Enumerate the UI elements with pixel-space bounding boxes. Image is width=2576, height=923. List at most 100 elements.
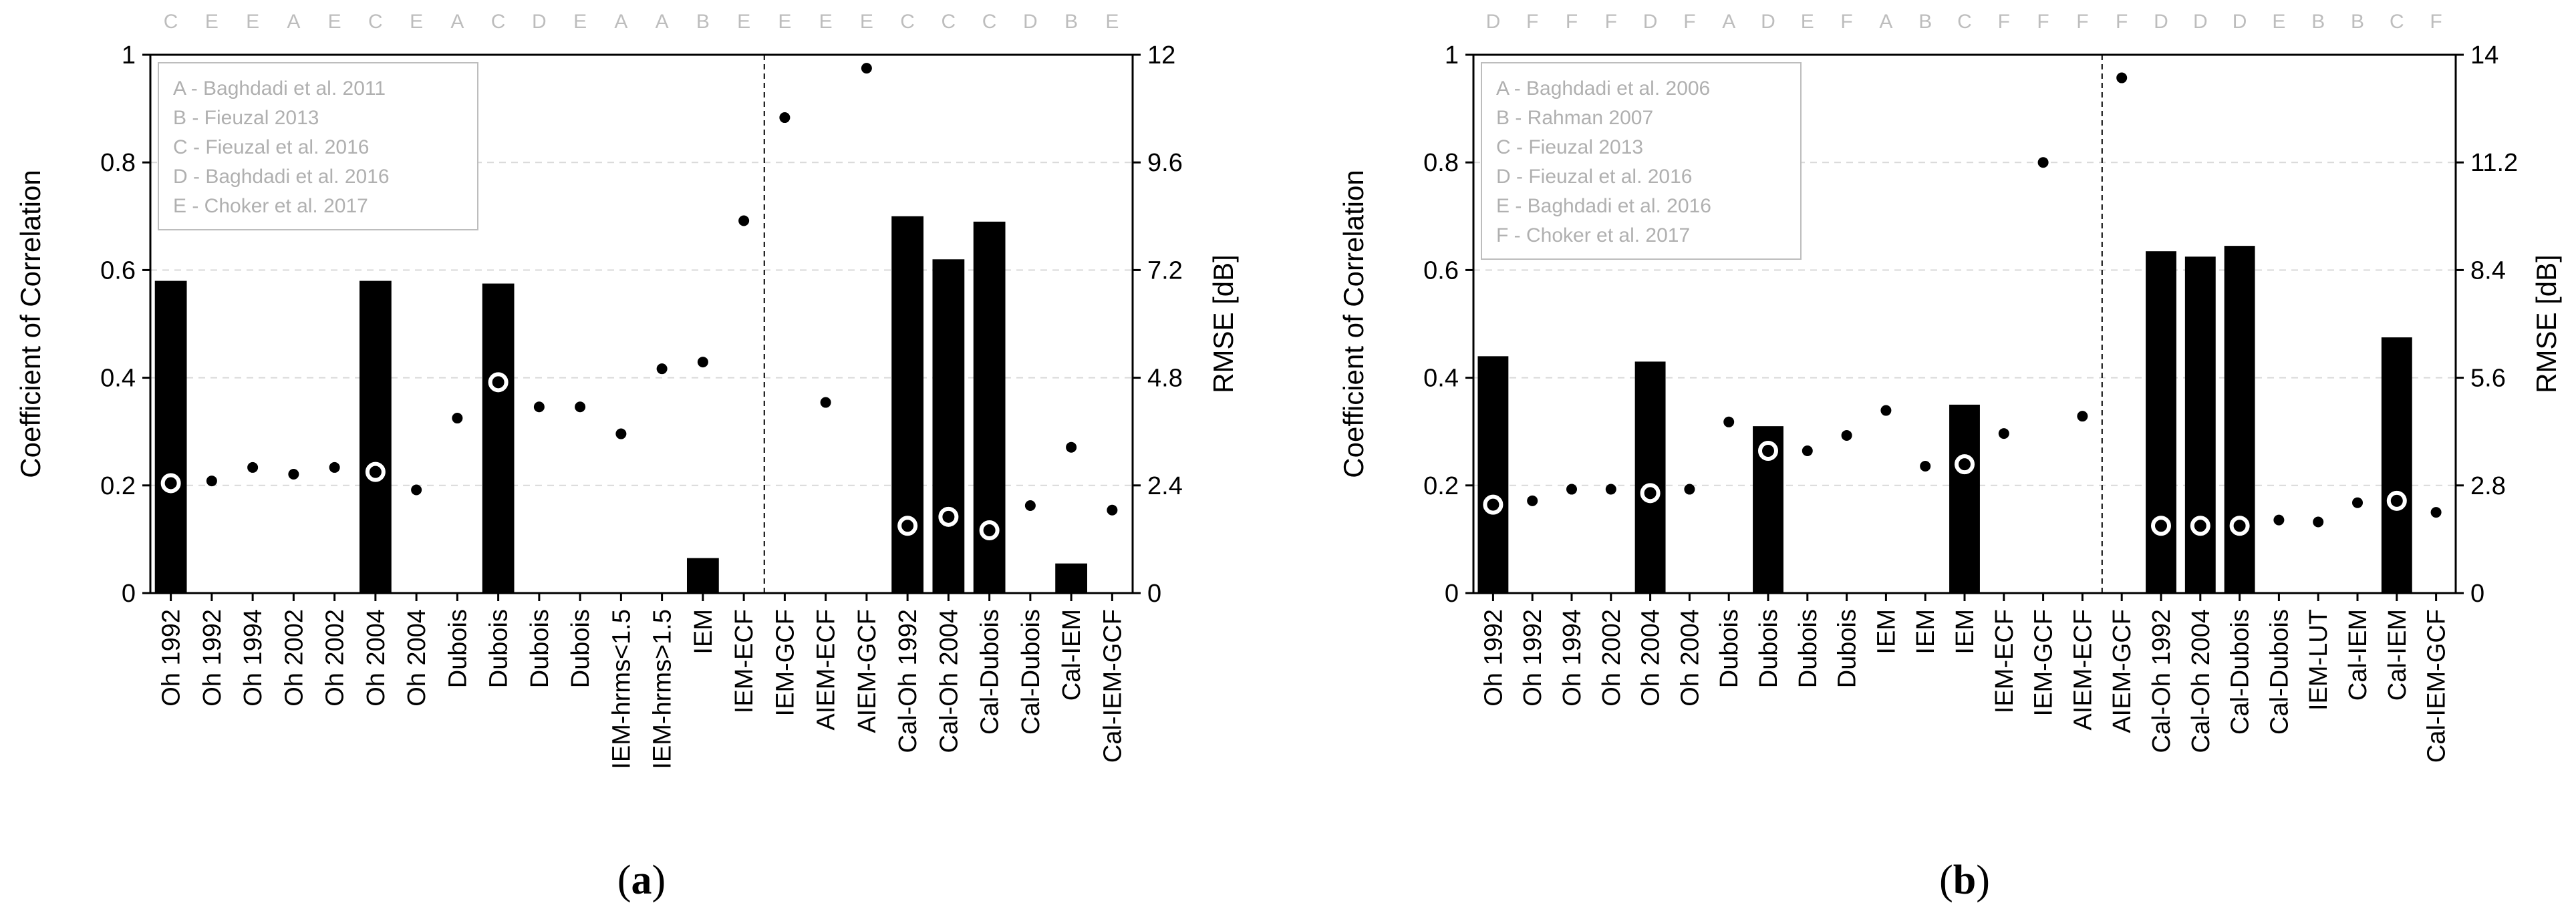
x-category-label: Oh 2002: [321, 609, 349, 707]
source-letter: C: [164, 11, 178, 33]
chart-panel-a: 0 0.2 0.4 0.6 0.8 1 0 2.4 4.8 7.2 9.6 12 Oh 1992 C Oh …: [15, 11, 1239, 903]
x-category-label: Dubois: [1794, 609, 1822, 688]
source-letter: E: [573, 11, 587, 33]
x-category-label: Oh 1992: [1479, 609, 1508, 707]
plot-frame: [149, 53, 1134, 594]
rmse-point: [1684, 484, 1695, 495]
x-category-label: Oh 2002: [280, 609, 308, 707]
source-letter: D: [2193, 11, 2208, 33]
rmse-point-hollow: [979, 520, 1000, 540]
rmse-point: [2273, 514, 2285, 526]
y-tick-label: 0.2: [100, 472, 136, 500]
rmse-point: [1024, 500, 1036, 512]
y-tick-label: 0.4: [1423, 365, 1459, 393]
correlation-bar: [2146, 251, 2176, 593]
legend-entry: B - Rahman 2007: [1496, 107, 1653, 129]
rmse-point: [575, 401, 586, 413]
x-category-label: IEM-hrms<1.5: [607, 609, 635, 769]
source-letter: C: [368, 11, 383, 33]
x-category-label: IEM-ECF: [730, 609, 758, 713]
x-category-label: Dubois: [526, 609, 554, 688]
legend-entry: A - Baghdadi et al. 2011: [173, 77, 386, 100]
rmse-point: [779, 112, 791, 124]
source-letter: E: [819, 11, 833, 33]
source-letter: D: [2233, 11, 2247, 33]
legend-entry: D - Fieuzal et al. 2016: [1496, 166, 1692, 188]
rmse-point: [247, 462, 259, 473]
x-category-label: IEM-LUT: [2305, 609, 2333, 711]
legend-entry: C - Fieuzal et al. 2016: [173, 136, 369, 158]
y-axis-title: Coefficient of Correlation: [15, 170, 46, 478]
x-category-label: Cal-Dubois: [2227, 609, 2255, 735]
correlation-bar: [2224, 246, 2255, 593]
source-letter: C: [2390, 11, 2404, 33]
x-category-label: Oh 1992: [1519, 609, 1547, 707]
x-category-label: AIEM-GCF: [2108, 609, 2136, 733]
source-letter: F: [2037, 11, 2049, 33]
legend-entry: C - Fieuzal 2013: [1496, 136, 1643, 158]
x-category-label: IEM: [1872, 609, 1900, 655]
rmse-point-hollow: [2190, 516, 2210, 536]
source-letter: C: [1957, 11, 1972, 33]
source-letter: F: [1683, 11, 1695, 33]
x-category-label: Oh 2004: [362, 609, 390, 707]
rmse-point-hollow: [488, 372, 509, 393]
source-letter: C: [491, 11, 506, 33]
source-letter: F: [2116, 11, 2128, 33]
correlation-bar: [1477, 356, 1509, 593]
rmse-point: [411, 484, 422, 496]
source-letter: C: [900, 11, 915, 33]
rmse-point: [738, 215, 750, 226]
x-category-label: Dubois: [567, 609, 595, 688]
rmse-point: [206, 476, 217, 487]
source-letter: A: [614, 11, 627, 33]
source-letter: E: [328, 11, 341, 33]
rmse-point: [329, 462, 340, 473]
y-tick-label: 0.2: [1423, 472, 1459, 500]
legend-entry: E - Baghdadi et al. 2016: [1496, 195, 1711, 217]
rmse-point: [697, 357, 708, 368]
source-letter: E: [2272, 11, 2285, 33]
x-category-label: Dubois: [1834, 609, 1862, 688]
x-category-label: Cal-IEM-GCF: [2423, 609, 2451, 763]
rmse-point: [1566, 484, 1577, 495]
rmse-point: [1998, 428, 2009, 439]
x-category-label: Oh 2004: [1637, 609, 1665, 707]
rmse-point-hollow: [1955, 454, 1975, 475]
legend-box: [158, 62, 478, 230]
source-letter: F: [1566, 11, 1578, 33]
x-category-label: Cal-IEM: [2344, 609, 2372, 701]
source-letter: D: [1023, 11, 1038, 33]
y-tick-label: 0.6: [1423, 256, 1459, 285]
x-category-label: IEM-hrms>1.5: [649, 609, 677, 769]
correlation-bar: [1634, 361, 1666, 593]
rmse-point-hollow: [1758, 440, 1778, 461]
source-letter: E: [1105, 11, 1119, 33]
rmse-point: [1841, 429, 1852, 441]
x-category-label: IEM-GCF: [2030, 609, 2058, 716]
source-letter: E: [1801, 11, 1814, 33]
rmse-point: [2116, 72, 2128, 83]
y-tick-label: 0: [122, 580, 136, 608]
source-letter: A: [287, 11, 300, 33]
x-category-label: IEM-GCF: [771, 609, 799, 716]
source-letter: D: [1761, 11, 1775, 33]
source-letter: E: [860, 11, 873, 33]
rmse-point: [288, 469, 299, 480]
source-letter: E: [246, 11, 259, 33]
x-category-label: Dubois: [1755, 609, 1783, 688]
rmse-point: [1920, 461, 1931, 472]
correlation-bar: [1949, 404, 1980, 593]
x-category-label: Cal-IEM-GCF: [1099, 609, 1127, 763]
y-axis-title: Coefficient of Correlation: [1338, 170, 1369, 478]
y-right-tick-label: 7.2: [1147, 256, 1183, 285]
source-letter: B: [1064, 11, 1078, 33]
legend-entry: D - Baghdadi et al. 2016: [173, 166, 390, 188]
source-letter: D: [1643, 11, 1658, 33]
source-letter: B: [2351, 11, 2364, 33]
rmse-point: [1066, 441, 1077, 453]
rmse-point: [2077, 411, 2088, 422]
x-category-label: AIEM-ECF: [813, 609, 841, 731]
x-category-label: IEM: [690, 609, 718, 655]
